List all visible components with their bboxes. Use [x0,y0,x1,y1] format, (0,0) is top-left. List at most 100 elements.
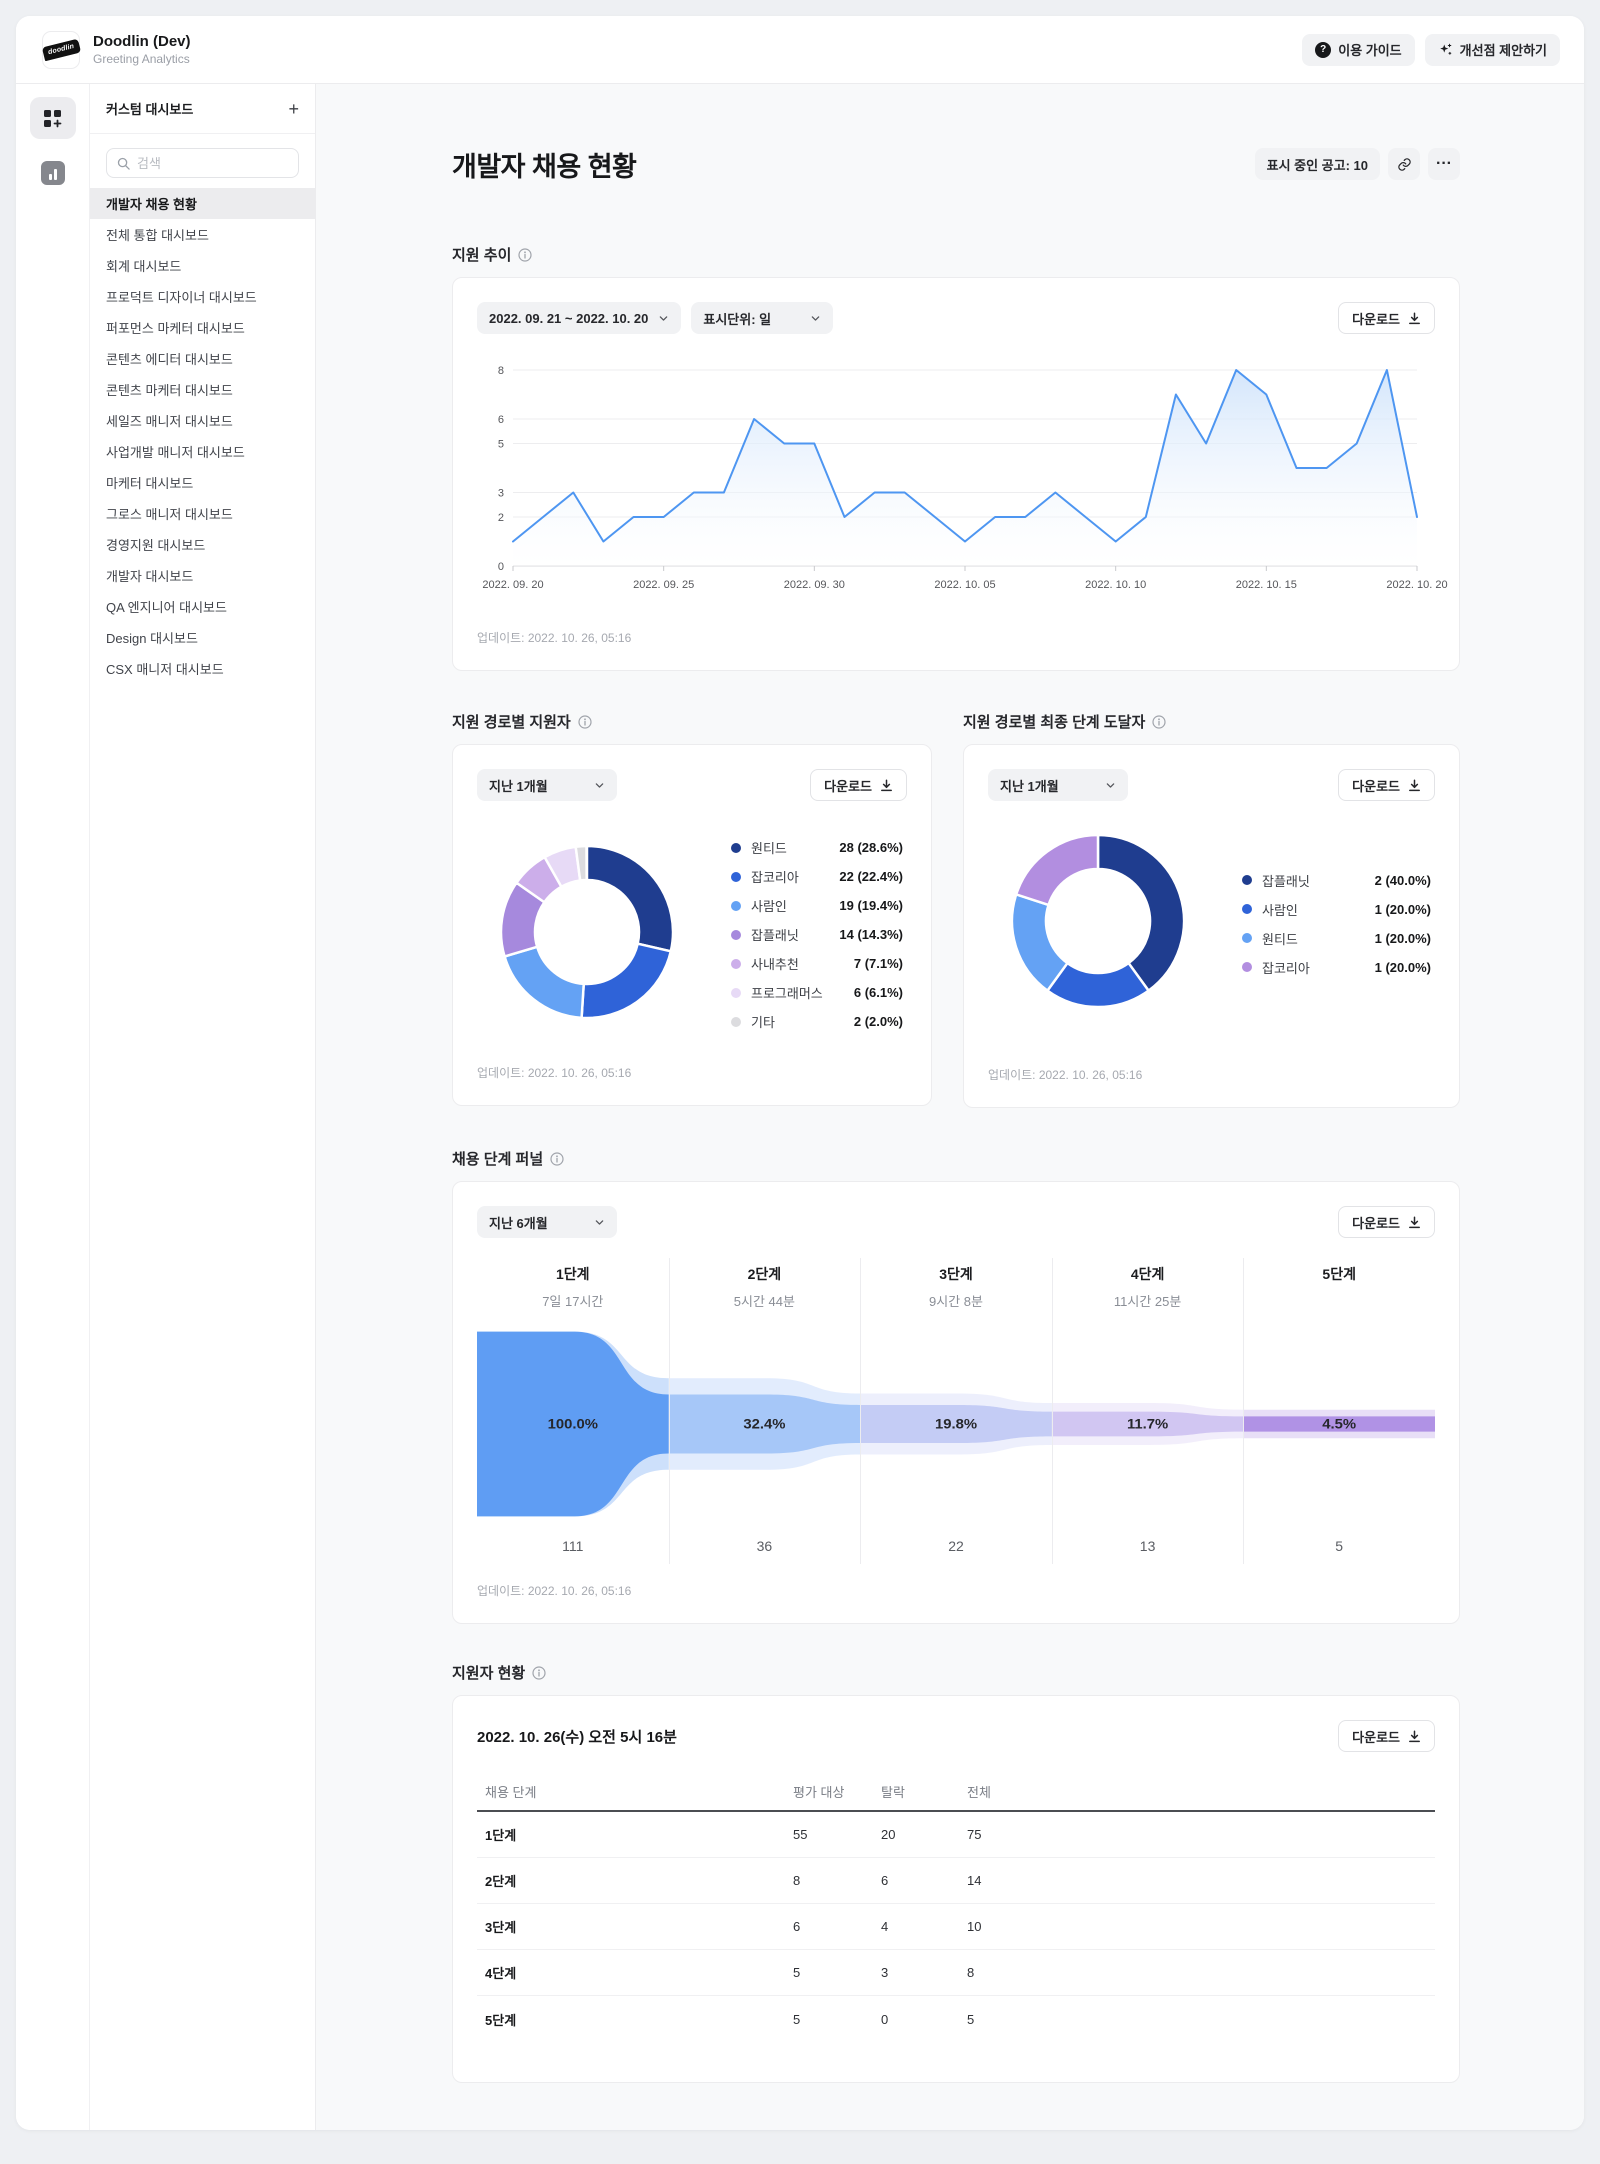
sources-all-section-title: 지원 경로별 지원자 [452,711,932,732]
active-postings-badge: 표시 중인 공고: 10 [1254,148,1380,180]
app-logo[interactable]: doodlin [41,30,81,69]
table-row[interactable]: 1단계 55 20 75 [477,1812,1435,1858]
brand: doodlin Doodlin (Dev) Greeting Analytics [41,30,191,69]
info-icon[interactable] [578,714,592,729]
funnel-stage-header: 3단계 9시간 8분 [929,1266,983,1309]
sidebar-item[interactable]: 퍼포먼스 마케터 대시보드 [106,321,245,336]
applicants-card: 2022. 10. 26(수) 오전 5시 16분 다운로드 채용 단계 평가 대… [452,1695,1460,2083]
table-row[interactable]: 2단계 8 6 14 [477,1858,1435,1904]
evaluated-cell: 5 [793,1965,801,1980]
info-icon[interactable] [550,1151,564,1166]
legend-item[interactable]: 사람인 1 (20.0%) [1242,895,1431,924]
sources-final-section-title: 지원 경로별 최종 단계 도달자 [963,711,1460,732]
copy-link-button[interactable] [1388,148,1420,180]
svg-text:2022. 10. 20: 2022. 10. 20 [1386,579,1447,591]
legend-item[interactable]: 잡플래닛 14 (14.3%) [731,920,903,949]
add-dashboard-button[interactable]: + [288,98,299,119]
sidebar-item[interactable]: 콘텐츠 마케터 대시보드 [106,383,233,398]
sources-all-download-button[interactable]: 다운로드 [810,769,907,801]
legend-value: 22 (22.4%) [839,869,903,884]
sidebar-item[interactable]: 세일즈 매니저 대시보드 [106,414,233,429]
total-cell: 5 [967,2011,975,2027]
stage-cell: 4단계 [485,1966,517,1981]
table-row[interactable]: 5단계 5 0 5 [477,1996,1435,2042]
ellipsis-icon: ··· [1436,155,1452,172]
legend-value: 6 (6.1%) [853,985,903,1000]
funnel-download-button[interactable]: 다운로드 [1338,1206,1435,1238]
info-icon[interactable] [1152,714,1166,729]
sidebar-panel-title: 커스텀 대시보드 [106,102,194,117]
funnel-period-dropdown[interactable]: 지난 6개월 [477,1206,617,1238]
sidebar-item[interactable]: CSX 매니저 대시보드 [106,662,224,677]
total-cell: 14 [967,1873,982,1888]
rejected-cell: 3 [881,1965,889,1980]
evaluated-cell: 8 [793,1873,801,1888]
funnel-stage-header: 2단계 5시간 44분 [733,1266,795,1309]
info-icon[interactable] [518,247,532,262]
legend-item[interactable]: 잡코리아 22 (22.4%) [731,862,903,891]
download-icon [1409,1215,1420,1228]
sources-final-period-dropdown[interactable]: 지난 1개월 [988,769,1128,801]
sidebar-item[interactable]: Design 대시보드 [106,631,198,646]
funnel-stage-header: 5단계 [1322,1266,1356,1282]
total-cell: 8 [967,1965,975,1980]
funnel-stage-headers: 1단계 7일 17시간 2단계 5시간 44분 3단계 9시간 8분 4단계 11시간 25분… [477,1258,1435,1324]
sidebar-search[interactable] [106,148,299,178]
sidebar-item[interactable]: 개발자 채용 현황 [90,188,315,219]
legend-item[interactable]: 잡코리아 1 (20.0%) [1242,953,1431,982]
trend-card: 2022. 09. 21 ~ 2022. 10. 20 표시단위: 일 다운로드 [452,277,1460,671]
unit-dropdown[interactable]: 표시단위: 일 [691,302,834,334]
more-options-button[interactable]: ··· [1428,148,1460,180]
date-range-dropdown[interactable]: 2022. 09. 21 ~ 2022. 10. 20 [477,302,682,334]
download-icon [1409,311,1420,324]
legend-dot [731,958,741,969]
sidebar-item[interactable]: 사업개발 매니저 대시보드 [106,445,245,460]
sidebar-item[interactable]: QA 엔지니어 대시보드 [106,600,227,615]
legend-item[interactable]: 프로그래머스 6 (6.1%) [731,978,903,1007]
applicants-timestamp: 2022. 10. 26(수) 오전 5시 16분 [477,1728,677,1746]
sidebar-item[interactable]: 콘텐츠 에디터 대시보드 [106,352,233,367]
trend-download-button[interactable]: 다운로드 [1338,302,1435,334]
suggest-improvement-button[interactable]: 개선점 제안하기 [1424,33,1560,66]
sources-final-legend: 잡플래닛 2 (40.0%) 사람인 1 (20.0%) 원티드 1 (20.0%) 잡코리… [1242,866,1431,982]
svg-text:3: 3 [498,488,504,500]
page-title: 개발자 채용 현황 [452,151,637,182]
svg-text:19.8%: 19.8% [935,1417,977,1433]
question-icon: ? [1315,41,1332,58]
svg-text:2022. 10. 05: 2022. 10. 05 [934,579,995,591]
table-row[interactable]: 3단계 6 4 10 [477,1904,1435,1950]
legend-value: 1 (20.0%) [1374,959,1431,975]
legend-item[interactable]: 사내추천 7 (7.1%) [731,949,903,978]
sidebar-item[interactable]: 그로스 매니저 대시보드 [106,507,233,522]
legend-label: 사내추천 [751,957,799,972]
rejected-cell: 4 [881,1919,889,1934]
legend-item[interactable]: 원티드 1 (20.0%) [1242,924,1431,953]
applicants-download-button[interactable]: 다운로드 [1338,1720,1435,1752]
sidebar-item[interactable]: 프로덕트 디자이너 대시보드 [106,290,257,305]
table-row[interactable]: 4단계 5 3 8 [477,1950,1435,1996]
legend-item[interactable]: 기타 2 (2.0%) [731,1007,903,1036]
main-area: 개발자 채용 현황 표시 중인 공고: 10 ··· 지원 추이 [316,84,1584,2130]
sidebar-item[interactable]: 회계 대시보드 [106,259,182,274]
sources-all-period-dropdown[interactable]: 지난 1개월 [477,769,617,801]
funnel-stage-count: 22 [948,1538,964,1554]
usage-guide-button[interactable]: ? 이용 가이드 [1302,33,1415,66]
legend-item[interactable]: 원티드 28 (28.6%) [731,833,903,862]
download-icon [1409,778,1420,791]
legend-item[interactable]: 사람인 19 (19.4%) [731,891,903,920]
sidebar-item[interactable]: 마케터 대시보드 [106,476,194,491]
sources-final-download-button[interactable]: 다운로드 [1338,769,1435,801]
info-icon[interactable] [532,1665,546,1680]
chevron-down-icon [595,782,604,788]
legend-item[interactable]: 잡플래닛 2 (40.0%) [1242,866,1431,895]
table-header-cell: 채용 단계 [485,1784,537,1800]
search-input[interactable] [137,155,288,171]
svg-text:2022. 09. 25: 2022. 09. 25 [633,579,694,591]
legend-dot [1242,962,1252,972]
sidebar-item[interactable]: 경영지원 대시보드 [106,538,206,553]
sidebar-item[interactable]: 전체 통합 대시보드 [106,228,209,243]
analytics-nav-icon[interactable] [40,161,65,185]
custom-dashboards-nav-icon[interactable] [29,97,76,139]
sidebar-item[interactable]: 개발자 대시보드 [106,569,194,584]
